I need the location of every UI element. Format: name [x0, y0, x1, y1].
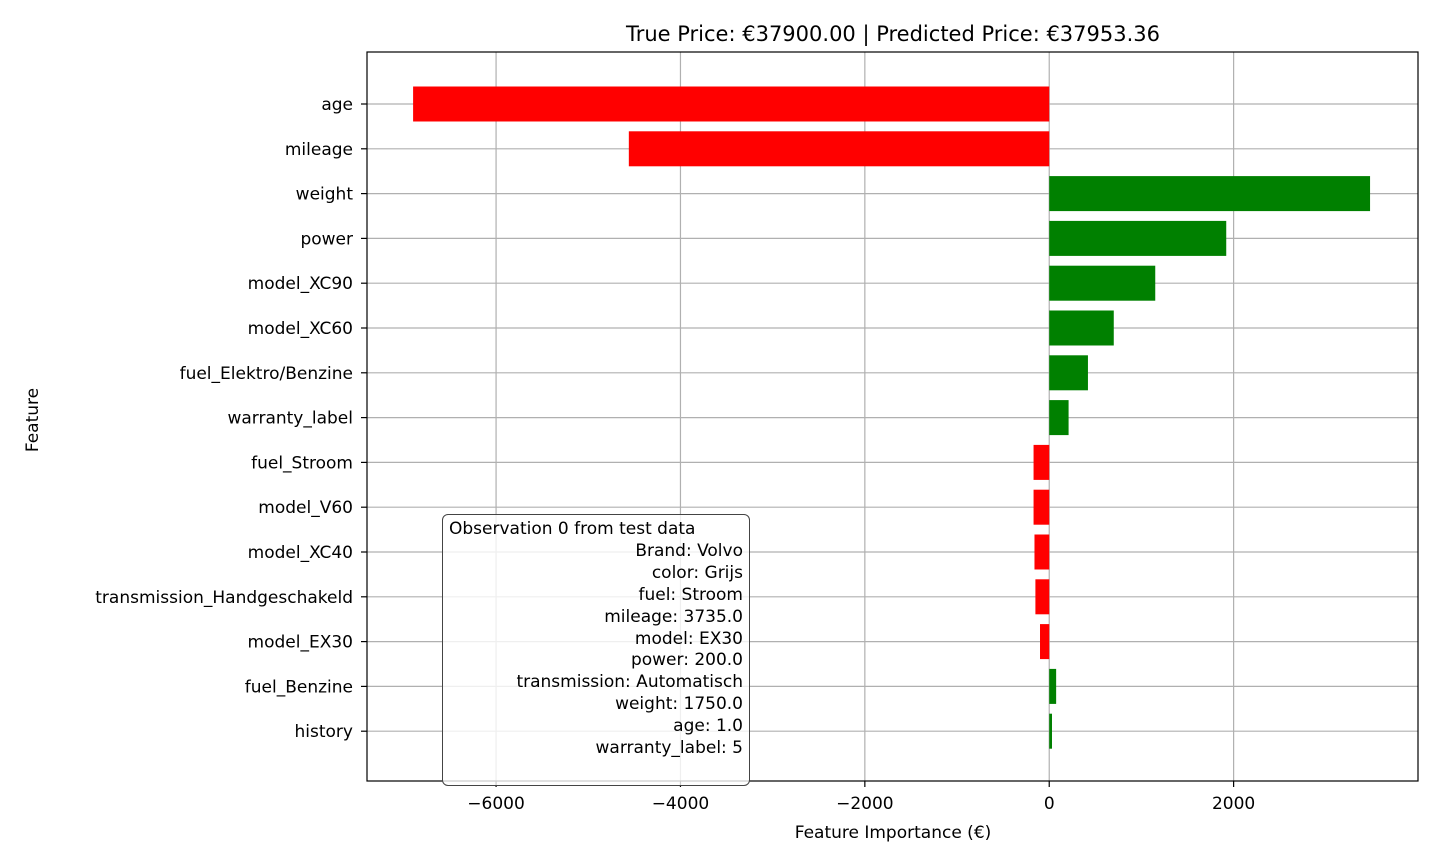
x-tick-label: 2000: [1212, 794, 1255, 814]
bar-fuel-elektro-benzine: [1049, 355, 1088, 391]
info-line: model: EX30: [634, 628, 743, 649]
y-tick-label: history: [295, 722, 353, 742]
plot-area-frame: [366, 51, 1419, 782]
bar-model-ex30: [1040, 624, 1050, 660]
bar-transmission-handgeschakeld: [1035, 579, 1050, 615]
y-tick-label: model_EX30: [248, 633, 353, 653]
info-line: fuel: Stroom: [638, 584, 743, 605]
x-tick-label: −2000: [836, 794, 894, 814]
bar-fuel-benzine: [1049, 668, 1057, 704]
bar-model-xc60: [1049, 310, 1114, 346]
y-tick-label: power: [300, 229, 353, 249]
info-line: mileage: 3735.0: [604, 606, 743, 627]
y-tick-label: transmission_Handgeschakeld: [95, 588, 353, 608]
chart-title: True Price: €37900.00 | Predicted Price:…: [625, 22, 1160, 47]
info-line: power: 200.0: [630, 650, 743, 671]
x-tick-label: −6000: [467, 794, 525, 814]
x-tick-label: −4000: [652, 794, 710, 814]
bar-model-xc90: [1049, 265, 1156, 301]
y-tick-label: fuel_Benzine: [245, 677, 353, 697]
bar-weight: [1049, 176, 1371, 212]
info-line: age: 1.0: [673, 716, 743, 737]
bar-history: [1049, 713, 1052, 749]
y-tick-label: warranty_label: [227, 409, 353, 429]
y-tick-label: fuel_Stroom: [251, 453, 353, 473]
bar-mileage: [628, 131, 1050, 167]
info-line: Brand: Volvo: [635, 540, 743, 561]
observation-info-box: Observation 0 from test data Brand: Volv…: [442, 514, 750, 786]
y-tick-label: weight: [296, 185, 354, 205]
info-line: Observation 0 from test data: [449, 519, 696, 539]
bar-model-v60: [1033, 489, 1050, 525]
info-line: warranty_label: 5: [595, 738, 743, 759]
y-tick-label: model_XC90: [248, 274, 353, 294]
bar-warranty-label: [1049, 400, 1069, 436]
bar-fuel-stroom: [1033, 444, 1050, 480]
y-tick-label: model_XC40: [248, 543, 353, 563]
info-line: transmission: Automatisch: [516, 672, 743, 693]
bar-model-xc40: [1034, 534, 1050, 570]
y-tick-label: mileage: [285, 140, 353, 160]
y-axis-label: Feature: [23, 388, 43, 452]
bars: [413, 86, 1371, 749]
info-line: color: Grijs: [651, 562, 743, 583]
bar-age: [413, 86, 1050, 122]
x-axis-label: Feature Importance (€): [795, 823, 992, 843]
y-tick-label: model_XC60: [248, 319, 353, 339]
ticks: −6000 −4000 −2000 0 2000 age mileage weight powe…: [95, 95, 1255, 814]
y-tick-label: age: [321, 95, 353, 115]
bar-power: [1049, 220, 1227, 256]
y-tick-label: model_V60: [258, 498, 353, 518]
x-tick-label: 0: [1044, 794, 1055, 814]
info-line: weight: 1750.0: [615, 694, 743, 715]
y-tick-label: fuel_Elektro/Benzine: [180, 364, 353, 384]
